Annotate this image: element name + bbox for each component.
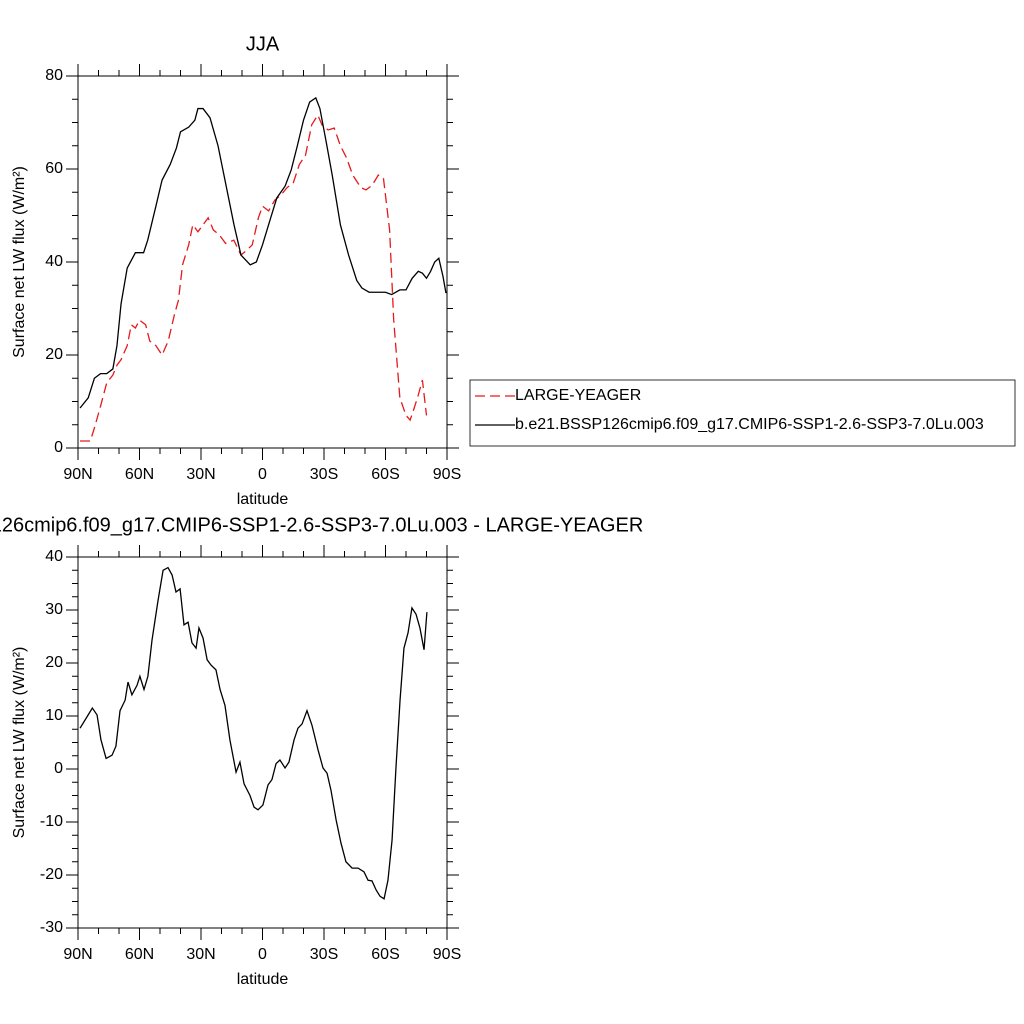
x-tick-label: 60S: [371, 946, 399, 963]
y-tick-label: 30: [45, 601, 63, 618]
x-tick-label: 90S: [433, 946, 461, 963]
legend-box: [469, 379, 1016, 447]
y-tick-label: 20: [45, 654, 63, 671]
y-tick-label: 80: [45, 67, 63, 84]
legend-label: LARGE-YEAGER: [515, 387, 641, 404]
x-tick-label: 30S: [310, 946, 338, 963]
legend-label: b.e21.BSSP126cmip6.f09_g17.CMIP6-SSP1-2.…: [515, 416, 984, 433]
y-tick-label: 60: [45, 160, 63, 177]
x-tick-label: 30S: [310, 466, 338, 483]
y-tick-label: 0: [54, 439, 63, 456]
y-axis-label: Surface net LW flux (W/m²): [11, 166, 28, 358]
x-axis-label: latitude: [237, 971, 289, 988]
x-tick-label: 90N: [63, 466, 92, 483]
y-tick-label: -30: [40, 919, 63, 936]
x-tick-label: 90S: [433, 466, 461, 483]
plot-frame: [77, 556, 448, 929]
y-tick-label: -10: [40, 813, 63, 830]
y-axis-label: Surface net LW flux (W/m²): [11, 647, 28, 839]
x-axis-label: latitude: [237, 491, 289, 508]
y-tick-label: 40: [45, 253, 63, 270]
data-line: [80, 113, 428, 442]
y-tick-label: 20: [45, 346, 63, 363]
data-line: [79, 566, 428, 900]
data-line: [79, 96, 447, 409]
y-tick-label: -20: [40, 866, 63, 883]
x-tick-label: 60N: [125, 466, 154, 483]
chart-title: b.e21.BSSP126cmip6.f09_g17.CMIP6-SSP1-2.…: [0, 514, 643, 536]
x-tick-label: 0: [258, 466, 267, 483]
x-tick-label: 90N: [63, 946, 92, 963]
y-tick-label: 40: [45, 548, 63, 565]
y-tick-label: 0: [54, 760, 63, 777]
x-tick-label: 60S: [371, 466, 399, 483]
chart-title: JJA: [246, 33, 280, 55]
x-tick-label: 0: [258, 946, 267, 963]
x-tick-label: 30N: [186, 466, 215, 483]
plot-frame: [77, 75, 448, 449]
x-tick-label: 30N: [186, 946, 215, 963]
x-tick-label: 60N: [125, 946, 154, 963]
y-tick-label: 10: [45, 707, 63, 724]
